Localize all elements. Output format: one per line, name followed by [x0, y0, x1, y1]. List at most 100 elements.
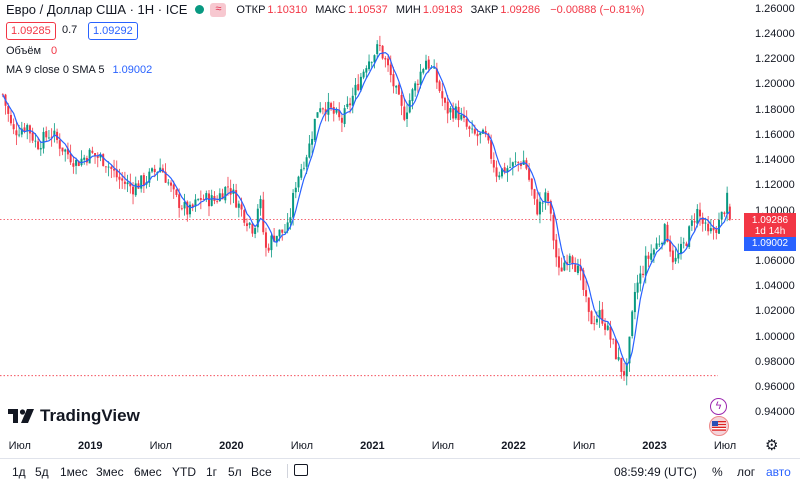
logo-text: TradingView — [40, 406, 140, 425]
candle-body — [113, 168, 116, 171]
volume-value: 0 — [51, 45, 58, 57]
candle-body — [416, 83, 419, 85]
us-flag-icon — [712, 421, 726, 431]
candle-body — [267, 247, 270, 251]
price-axis-tick: 1.00000 — [755, 330, 795, 343]
range-5y[interactable]: 5л — [228, 465, 242, 479]
time-axis-tick: Июл — [149, 440, 172, 452]
candle-body — [538, 201, 541, 215]
range-3m[interactable]: 3мес — [96, 465, 124, 479]
candle-body — [359, 76, 362, 91]
candle-body — [235, 190, 238, 208]
candle-body — [509, 166, 512, 168]
price-axis-tick: 1.14000 — [755, 154, 795, 167]
candle-body — [151, 168, 154, 172]
ohlc-open: 1.10310 — [267, 3, 308, 16]
tradingview-logo[interactable]: TradingView — [8, 406, 140, 426]
date-range-icon[interactable] — [294, 464, 308, 476]
candle-body — [275, 235, 278, 243]
candle-body — [709, 228, 712, 232]
range-5d[interactable]: 5д — [35, 465, 49, 479]
volume-label: Объём — [6, 45, 42, 57]
volume-legend[interactable]: Объём 0 — [6, 45, 57, 57]
time-axis-tick: Июл — [713, 440, 737, 452]
ohlc-change: −0.00888 (−0.81%) — [550, 3, 645, 16]
candle-body — [381, 45, 384, 59]
candle-body — [519, 163, 522, 166]
candle-body — [9, 115, 12, 124]
candle-body — [189, 204, 192, 215]
us-flag-event-icon[interactable] — [709, 416, 729, 436]
candle-body — [194, 199, 197, 207]
symbol-title[interactable]: Евро / Доллар США · 1Н · ICE — [6, 2, 188, 17]
candle-body — [446, 101, 449, 114]
candle-body — [476, 133, 479, 137]
range-all[interactable]: Все — [251, 465, 272, 479]
candle-body — [178, 194, 181, 208]
range-1y[interactable]: 1г — [206, 465, 218, 479]
percent-toggle[interactable]: % — [712, 465, 723, 479]
candle-body — [346, 103, 349, 107]
candle-body — [229, 188, 232, 195]
time-axis-tick: 2021 — [360, 440, 385, 452]
settings-gear-icon[interactable]: ⚙ — [765, 437, 779, 454]
candle-body — [167, 182, 170, 184]
candle-body — [132, 186, 135, 195]
tradingview-logo-icon — [8, 409, 34, 423]
ohlc-high: 1.10537 — [347, 3, 388, 16]
candle-body — [601, 309, 604, 324]
price-axis-tick: 0.98000 — [755, 355, 795, 368]
candle-body — [704, 222, 707, 224]
range-1d[interactable]: 1д — [12, 465, 26, 479]
time-axis-tick: 2023 — [642, 440, 667, 452]
range-ytd[interactable]: YTD — [172, 465, 196, 479]
ohlc-close-label: ЗАКР — [470, 3, 499, 16]
ma-price-tag: 1.09002 — [744, 237, 796, 251]
candle-body — [720, 211, 723, 220]
ohlc-high-label: МАКС — [315, 3, 346, 16]
candle-body — [354, 84, 357, 96]
candle-body — [34, 140, 37, 142]
candle-body — [598, 310, 601, 319]
candle-body — [305, 157, 308, 167]
clock[interactable]: 08:59:49 (UTC) — [614, 465, 697, 479]
sell-price-button[interactable]: 1.09285 — [6, 22, 56, 40]
candle-body — [568, 255, 571, 263]
candle-body — [262, 199, 265, 233]
candle-body — [319, 108, 322, 113]
candle-body — [639, 273, 642, 284]
auto-toggle[interactable]: авто — [766, 465, 791, 479]
candle-body — [264, 232, 267, 248]
candle-body — [682, 242, 685, 244]
candle-body — [617, 357, 620, 360]
last-price-value: 1.09286 — [751, 215, 789, 226]
candle-body — [69, 153, 72, 163]
candle-body — [663, 224, 666, 244]
range-6m[interactable]: 6мес — [134, 465, 162, 479]
candle-body — [129, 182, 132, 187]
ohlc-values: ОТКР 1.10310 МАКС 1.10537 МИН 1.09183 ЗАКР 1… — [236, 4, 649, 16]
ma-legend[interactable]: MA 9 close 0 SMA 5 1.09002 — [6, 64, 152, 76]
candle-body — [585, 290, 588, 297]
range-1m[interactable]: 1мес — [60, 465, 88, 479]
log-toggle[interactable]: лог — [737, 465, 756, 479]
candle-body — [245, 223, 248, 227]
price-axis-tick: 1.04000 — [755, 280, 795, 293]
candle-body — [549, 200, 552, 214]
candle-body — [652, 249, 655, 255]
candle-body — [693, 221, 696, 223]
flash-event-icon[interactable]: ϟ — [710, 398, 727, 415]
candle-body — [685, 243, 688, 247]
candle-body — [66, 148, 69, 155]
candle-body — [633, 291, 636, 313]
candle-body — [688, 226, 691, 247]
candle-body — [254, 228, 257, 234]
buy-price-button[interactable]: 1.09292 — [88, 22, 138, 40]
candle-body — [560, 267, 563, 272]
candle-body — [503, 167, 506, 173]
candle-body — [357, 84, 360, 91]
candle-body — [528, 168, 531, 180]
price-axis-tick: 1.02000 — [755, 305, 795, 318]
ma-value: 1.09002 — [112, 64, 153, 76]
